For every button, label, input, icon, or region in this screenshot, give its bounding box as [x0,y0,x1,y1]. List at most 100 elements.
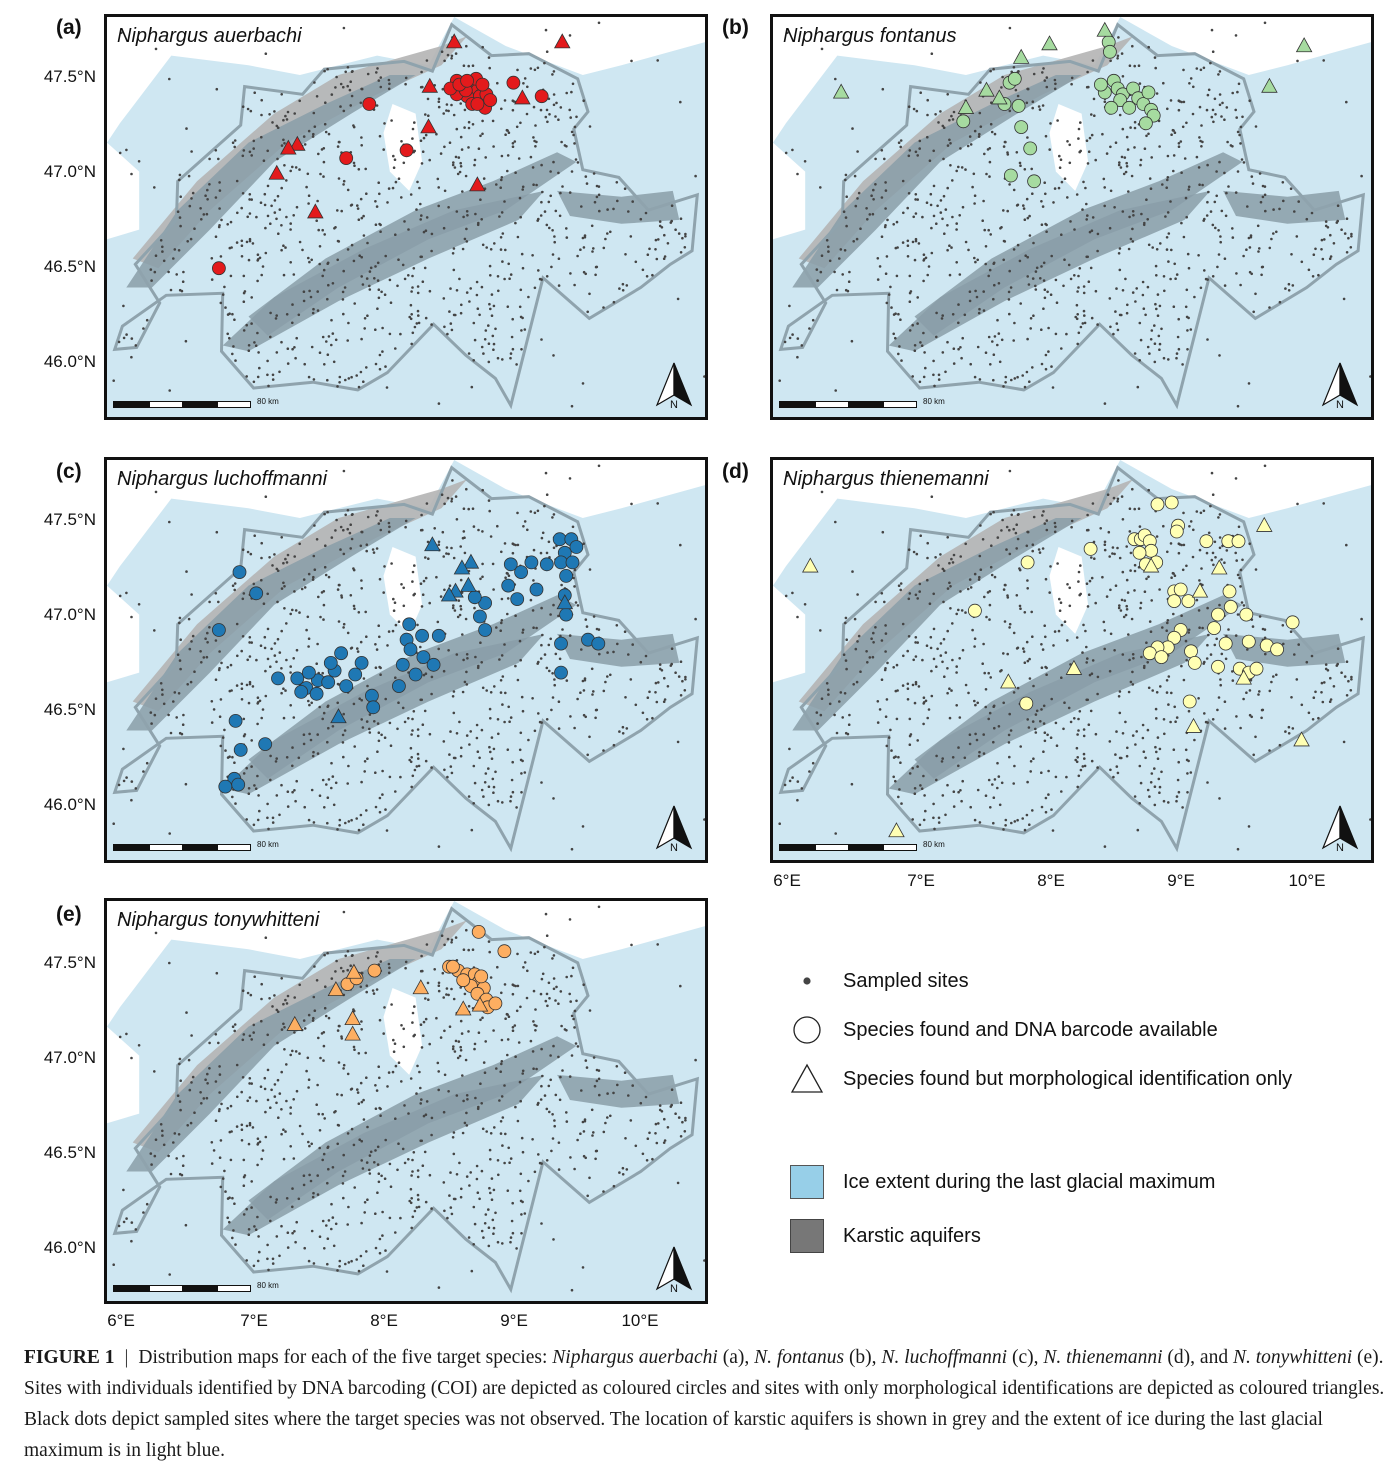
sampled-site [1172,748,1176,751]
sampled-site [627,653,630,656]
barcode-site [309,686,324,701]
sampled-site [926,541,929,545]
sampled-site [1146,661,1149,664]
sampled-site [1182,678,1186,682]
sampled-site [514,614,517,617]
sampled-site [360,1020,363,1023]
sampled-site [557,1055,560,1059]
sampled-site [582,689,586,692]
sampled-site [1258,247,1261,250]
barcode-site [1169,524,1184,539]
sampled-site [173,1132,177,1135]
sampled-site [1185,215,1188,219]
species-name-b: Niphargus fontanus [783,25,957,47]
sampled-site [952,362,956,365]
sampled-site [271,1005,274,1008]
sampled-site [679,660,683,663]
sampled-site [122,747,125,751]
sampled-site [359,1254,363,1258]
sampled-site [964,240,968,244]
sampled-site [1047,350,1050,353]
sampled-site [1293,653,1296,656]
barcode-site [460,73,475,88]
sampled-site [228,1220,231,1224]
sampled-site [679,694,683,697]
sampled-site [570,1014,574,1018]
sampled-site [500,154,504,158]
sampled-site [1046,733,1049,737]
sampled-site [376,67,379,70]
sampled-site [1290,253,1293,256]
sampled-site [191,1075,195,1079]
sampled-site [518,305,522,309]
sampled-site [416,309,420,313]
sampled-site [262,602,266,605]
sampled-site [342,1153,345,1157]
sampled-site [1169,542,1173,545]
sampled-site [1218,536,1222,539]
sampled-site [937,821,941,824]
sampled-site [1045,223,1048,227]
sampled-site [388,1216,392,1220]
sampled-site [293,112,296,115]
sampled-site [922,331,925,335]
sampled-site [352,568,356,572]
sampled-site [511,1201,514,1205]
sampled-site [377,1065,381,1068]
sampled-site [374,805,378,809]
sampled-site [966,144,970,148]
sampled-site [275,314,278,317]
sampled-site [421,1034,425,1037]
sampled-site [242,291,246,295]
sampled-site [1239,585,1242,588]
sampled-site [544,115,548,119]
sampled-site [946,186,949,190]
sampled-site [277,232,280,235]
sampled-site [425,216,429,219]
sampled-site [1090,672,1094,675]
sampled-site [1116,497,1120,501]
sampled-site [1103,100,1107,103]
barcode-site [1164,495,1179,510]
sampled-site [922,701,926,704]
sampled-site [518,748,522,752]
sampled-site [645,275,649,278]
scale-segment [217,1285,251,1292]
sampled-site [250,1082,253,1085]
sampled-site [557,284,561,287]
sampled-site [1258,615,1262,618]
sampled-site [286,362,290,365]
sampled-site [473,158,477,162]
sampled-site [1177,99,1181,102]
sampled-site [205,1096,209,1100]
sampled-site [388,721,392,725]
barcode-site [534,89,549,104]
sampled-site [412,1151,416,1154]
sampled-site [177,1133,181,1136]
sampled-site [1155,92,1159,95]
sampled-site [448,310,451,313]
sampled-site [256,774,259,778]
sampled-site [570,90,573,94]
sampled-site [366,684,369,688]
sampled-site [1260,716,1263,720]
sampled-site [416,1193,420,1197]
sampled-site [361,726,365,729]
morphology-site [802,557,819,573]
sampled-site [670,1088,674,1091]
sampled-site [646,253,650,256]
sampled-site [1000,529,1003,532]
sampled-site [258,1140,262,1144]
sampled-site [1188,82,1191,85]
sampled-site [461,690,465,694]
sampled-site [531,254,534,257]
sampled-site [1167,358,1170,361]
sampled-site [466,657,469,660]
sampled-site [1090,316,1094,320]
sampled-site [585,625,589,628]
sampled-site [1268,689,1272,693]
sampled-site [271,816,275,820]
sampled-site [402,1045,406,1049]
sampled-site [305,185,308,189]
sampled-site [1041,205,1045,208]
